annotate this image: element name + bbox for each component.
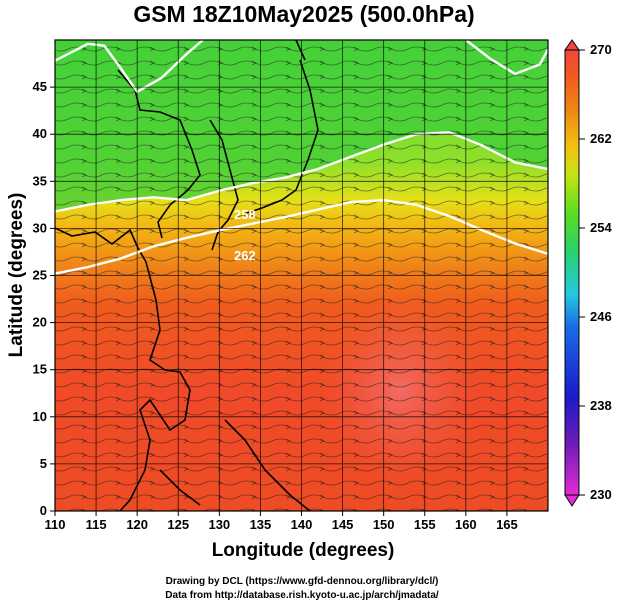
x-tick-label: 155 xyxy=(414,517,436,532)
contour-254 xyxy=(465,40,548,76)
colorbar-tick-label: 270 xyxy=(590,42,612,57)
colorbar-tick-label: 254 xyxy=(590,220,612,235)
contour-254 xyxy=(55,40,204,94)
colorbar-top-arrow xyxy=(564,39,580,51)
x-tick-label: 145 xyxy=(332,517,354,532)
x-tick-label: 150 xyxy=(373,517,395,532)
x-tick-label: 115 xyxy=(86,517,107,532)
colorbar-gradient xyxy=(564,49,580,496)
colorbar-ticks: 230 238 246 254 262 270 xyxy=(579,42,612,502)
y-tick-label: 5 xyxy=(40,456,47,471)
x-tick-label: 110 xyxy=(45,517,66,532)
x-axis-label: Longitude (degrees) xyxy=(212,540,395,561)
colorbar-tick-label: 262 xyxy=(590,131,612,146)
coastline xyxy=(55,40,319,511)
x-tick-label: 135 xyxy=(250,517,272,532)
y-axis-label: Latitude (degrees) xyxy=(6,193,27,358)
x-tick-label: 120 xyxy=(126,517,148,532)
colorbar-bottom-arrow xyxy=(564,494,580,507)
colorbar-tick-label: 230 xyxy=(590,487,612,502)
y-tick-label: 15 xyxy=(33,362,47,377)
contour-label-258: 258 xyxy=(234,207,256,222)
colorbar: 230 238 246 254 262 270 xyxy=(564,39,612,507)
colorbar-tick-label: 238 xyxy=(590,398,612,413)
x-axis-ticks: 110 115 120 125 130 135 140 145 150 155 160 165 xyxy=(45,511,518,532)
credit-data: Data from http://database.rish.kyoto-u.a… xyxy=(165,590,439,601)
y-tick-label: 20 xyxy=(33,315,47,330)
x-tick-label: 165 xyxy=(496,517,518,532)
plot-area xyxy=(55,40,548,511)
x-tick-label: 140 xyxy=(291,517,313,532)
y-tick-label: 35 xyxy=(33,173,47,188)
credit-drawing: Drawing by DCL (https://www.gfd-dennou.o… xyxy=(166,576,439,587)
x-tick-label: 125 xyxy=(167,517,189,532)
y-tick-label: 45 xyxy=(33,79,47,94)
y-tick-label: 40 xyxy=(33,126,47,141)
contour-label-262: 262 xyxy=(234,248,256,263)
y-tick-label: 10 xyxy=(33,409,47,424)
grid-lines xyxy=(55,40,548,511)
y-tick-label: 25 xyxy=(33,268,47,283)
chart-title: GSM 18Z10May2025 (500.0hPa) xyxy=(133,1,474,27)
y-tick-label: 0 xyxy=(40,503,47,518)
y-axis-ticks: 0 5 10 15 20 25 30 35 40 45 xyxy=(33,79,55,518)
y-tick-label: 30 xyxy=(33,220,47,235)
x-tick-label: 160 xyxy=(455,517,477,532)
colorbar-tick-label: 246 xyxy=(590,309,612,324)
x-tick-label: 130 xyxy=(208,517,230,532)
